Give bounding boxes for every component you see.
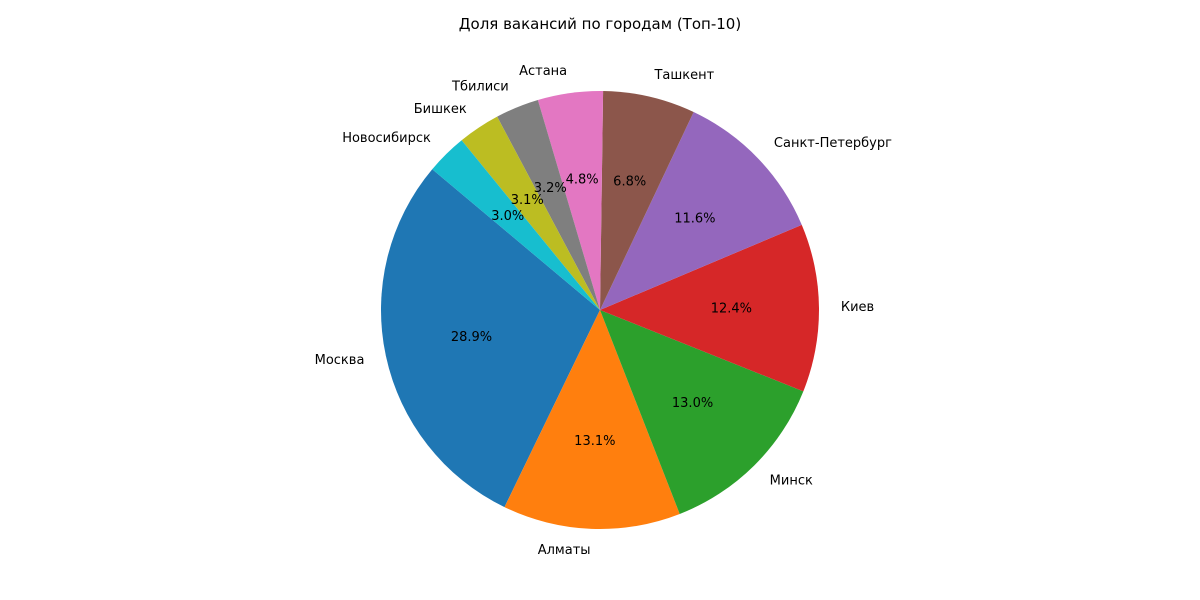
- pie-percent-label: 3.1%: [511, 193, 544, 208]
- pie-slice-3: [600, 224, 819, 392]
- pie-category-label: Новосибирск: [342, 131, 431, 146]
- pie-slice-8: [461, 116, 600, 311]
- pie-percent-label: 3.2%: [534, 181, 567, 196]
- pie-slices: [381, 91, 819, 529]
- pie-slice-5: [600, 91, 694, 310]
- pie-percent-label: 11.6%: [674, 212, 715, 227]
- pie-slice-7: [497, 100, 600, 310]
- pie-category-label: Москва: [315, 353, 365, 368]
- pie-slice-6: [537, 91, 604, 310]
- chart-title: Доля вакансий по городам (Топ-10): [459, 15, 741, 33]
- pie-slice-9: [432, 140, 600, 310]
- pie-percent-label: 4.8%: [566, 172, 599, 187]
- pie-slice-1: [504, 310, 680, 529]
- pie-percent-label: 28.9%: [451, 330, 492, 345]
- pie-slice-4: [600, 112, 802, 310]
- pie-category-label: Бишкек: [414, 102, 467, 117]
- pie-category-label: Тбилиси: [451, 80, 509, 95]
- pie-percent-label: 13.0%: [672, 396, 713, 411]
- pie-category-label: Алматы: [538, 543, 591, 558]
- pie-slice-0: [381, 169, 600, 508]
- pie-category-label: Ташкент: [653, 68, 714, 83]
- pie-slice-2: [600, 310, 804, 514]
- pie-category-label: Астана: [519, 64, 567, 79]
- pie-labels: 28.9% Москва 13.1% Алматы 13.0% Минск 12.4% Кие…: [315, 64, 893, 558]
- pie-percent-label: 6.8%: [613, 175, 646, 190]
- pie-percent-label: 13.1%: [574, 434, 615, 449]
- pie-category-label: Санкт-Петербург: [774, 136, 892, 151]
- pie-percent-label: 12.4%: [711, 301, 752, 316]
- pie-category-label: Киев: [841, 300, 874, 315]
- pie-category-label: Минск: [770, 474, 813, 489]
- pie-percent-label: 3.0%: [491, 209, 524, 224]
